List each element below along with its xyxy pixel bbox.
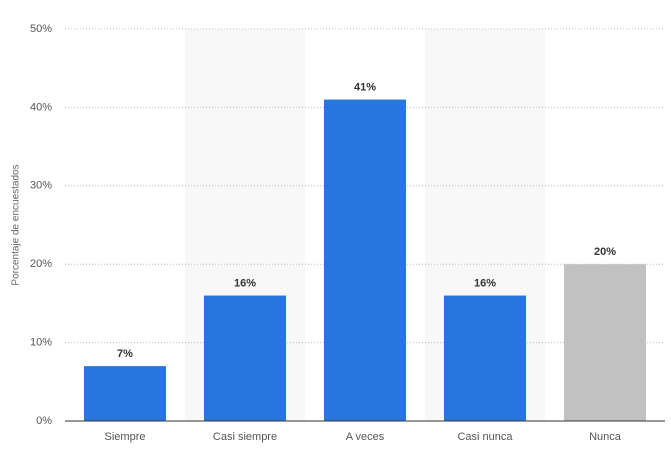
x-tick-label: Siempre (105, 431, 146, 443)
bar (564, 264, 646, 421)
y-tick-label: 50% (30, 23, 52, 35)
value-label: 41% (354, 81, 376, 93)
value-label: 20% (594, 246, 616, 258)
value-label: 16% (474, 277, 496, 289)
bar (204, 295, 286, 421)
x-tick-label: Casi siempre (213, 431, 277, 443)
x-tick-label: Nunca (589, 431, 622, 443)
y-axis-label: Porcentaje de encuestados (11, 164, 22, 285)
x-tick-label: A veces (346, 431, 385, 443)
bar (444, 295, 526, 421)
y-tick-label: 40% (30, 101, 52, 113)
bar (84, 366, 166, 421)
y-tick-label: 0% (36, 415, 52, 427)
value-label: 7% (117, 348, 133, 360)
y-tick-label: 30% (30, 180, 52, 192)
x-tick-label: Casi nunca (457, 431, 513, 443)
y-tick-label: 20% (30, 258, 52, 270)
bar (324, 99, 406, 421)
value-label: 16% (234, 277, 256, 289)
y-tick-label: 10% (30, 337, 52, 349)
